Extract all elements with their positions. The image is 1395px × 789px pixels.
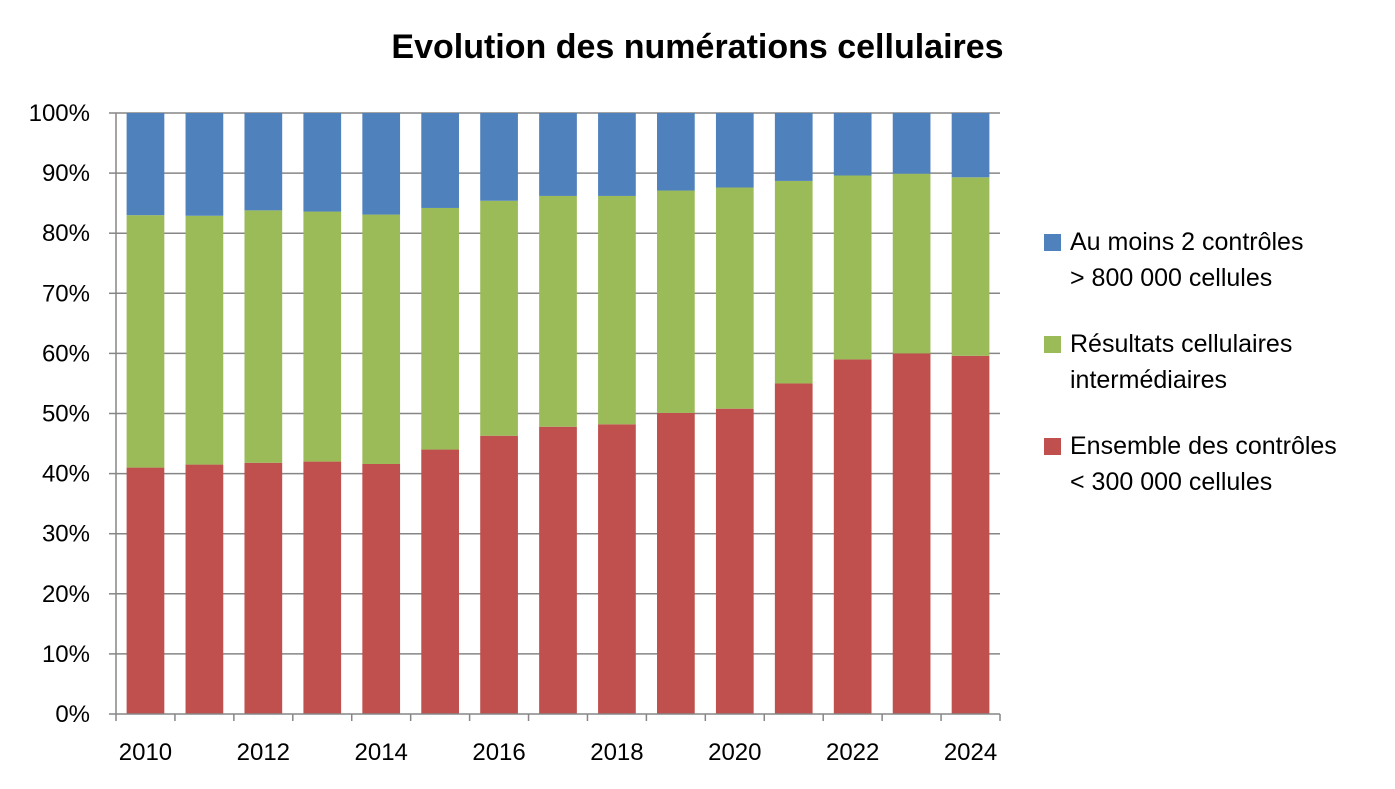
chart-title: Evolution des numérations cellulaires bbox=[391, 28, 1004, 66]
legend-item: Résultats cellulaires intermédiaires bbox=[1044, 326, 1384, 398]
y-tick-label: 30% bbox=[42, 521, 90, 548]
bar-segment bbox=[185, 464, 224, 714]
bar-segment bbox=[598, 195, 636, 425]
legend-label: Résultats cellulaires bbox=[1070, 330, 1293, 358]
x-tick-label: 2010 bbox=[119, 739, 172, 766]
bar-segment bbox=[539, 195, 577, 427]
x-tick-label: 2018 bbox=[590, 739, 643, 766]
tick-labels: 0% 10% 20% 30% 40% 50% 60% 70% 80% 90% 100% 2010 201… bbox=[29, 100, 998, 766]
bar-segment bbox=[185, 215, 224, 465]
y-tick-label: 20% bbox=[42, 581, 90, 608]
bar-segment bbox=[421, 449, 459, 714]
bar-segment bbox=[480, 200, 518, 436]
y-tick-label: 90% bbox=[42, 160, 90, 187]
bar-segment bbox=[539, 113, 577, 196]
bar-segment bbox=[657, 113, 695, 191]
x-tick-label: 2022 bbox=[826, 739, 879, 766]
bar-segment bbox=[715, 408, 754, 714]
legend-label: > 800 000 cellules bbox=[1070, 264, 1273, 292]
bar-segment bbox=[244, 113, 283, 211]
x-tick-label: 2016 bbox=[472, 739, 525, 766]
bar-segment bbox=[480, 435, 518, 714]
legend-swatch bbox=[1044, 438, 1061, 455]
bar-segment bbox=[892, 173, 931, 354]
bar-segment bbox=[951, 355, 990, 714]
legend-item: Au moins 2 contrôles > 800 000 cellules bbox=[1044, 224, 1384, 296]
bar-segment bbox=[774, 180, 813, 384]
bar-segment bbox=[126, 113, 165, 216]
legend-label: intermédiaires bbox=[1070, 366, 1228, 394]
legend-label: < 300 000 cellules bbox=[1070, 468, 1273, 496]
axes bbox=[109, 112, 1001, 721]
bar-segment bbox=[303, 211, 342, 462]
bar-segment bbox=[774, 113, 813, 181]
bar-segment bbox=[833, 175, 872, 360]
bar-segment bbox=[362, 113, 401, 215]
bar-segment bbox=[362, 463, 401, 714]
legend-swatch bbox=[1044, 234, 1061, 251]
bar-segment bbox=[185, 113, 224, 216]
bar-segment bbox=[303, 461, 342, 714]
legend-label: Ensemble des contrôles bbox=[1070, 432, 1337, 460]
bar-segment bbox=[362, 214, 401, 464]
legend-swatch bbox=[1044, 336, 1061, 353]
bar-segment bbox=[598, 113, 636, 196]
bar-segment bbox=[657, 190, 695, 413]
bar-segment bbox=[480, 113, 518, 201]
bar-segment bbox=[421, 207, 459, 450]
y-tick-label: 40% bbox=[42, 461, 90, 488]
bar-segment bbox=[421, 113, 459, 208]
bar-segment bbox=[244, 462, 283, 714]
x-tick-label: 2012 bbox=[237, 739, 290, 766]
bar-segment bbox=[244, 210, 283, 463]
bar-segment bbox=[715, 113, 754, 188]
y-tick-label: 70% bbox=[42, 280, 90, 307]
y-tick-label: 60% bbox=[42, 340, 90, 367]
bar-segment bbox=[657, 412, 695, 714]
bar-segment bbox=[892, 353, 931, 714]
bar-segment bbox=[951, 177, 990, 356]
y-tick-label: 10% bbox=[42, 641, 90, 668]
y-tick-label: 80% bbox=[42, 220, 90, 247]
bar-segment bbox=[598, 424, 636, 714]
bar-segment bbox=[715, 187, 754, 409]
bar-segment bbox=[126, 215, 165, 468]
bar-segment bbox=[303, 113, 342, 212]
y-tick-label: 50% bbox=[42, 401, 90, 428]
bar-segment bbox=[833, 113, 872, 176]
legend: Au moins 2 contrôles > 800 000 cellules Ré… bbox=[1044, 224, 1384, 530]
bar-segment bbox=[951, 113, 990, 178]
bar-segment bbox=[833, 359, 872, 714]
bar-segment bbox=[774, 383, 813, 714]
x-tick-label: 2014 bbox=[355, 739, 408, 766]
bar-segment bbox=[539, 426, 577, 714]
y-tick-label: 100% bbox=[29, 100, 90, 127]
legend-item: Ensemble des contrôles < 300 000 cellules bbox=[1044, 428, 1384, 500]
x-tick-label: 2020 bbox=[708, 739, 761, 766]
bar-segment bbox=[126, 467, 165, 714]
x-tick-label: 2024 bbox=[944, 739, 997, 766]
bars bbox=[126, 113, 990, 714]
y-tick-label: 0% bbox=[55, 701, 90, 728]
bar-segment bbox=[892, 113, 931, 174]
legend-label: Au moins 2 contrôles bbox=[1070, 228, 1304, 256]
